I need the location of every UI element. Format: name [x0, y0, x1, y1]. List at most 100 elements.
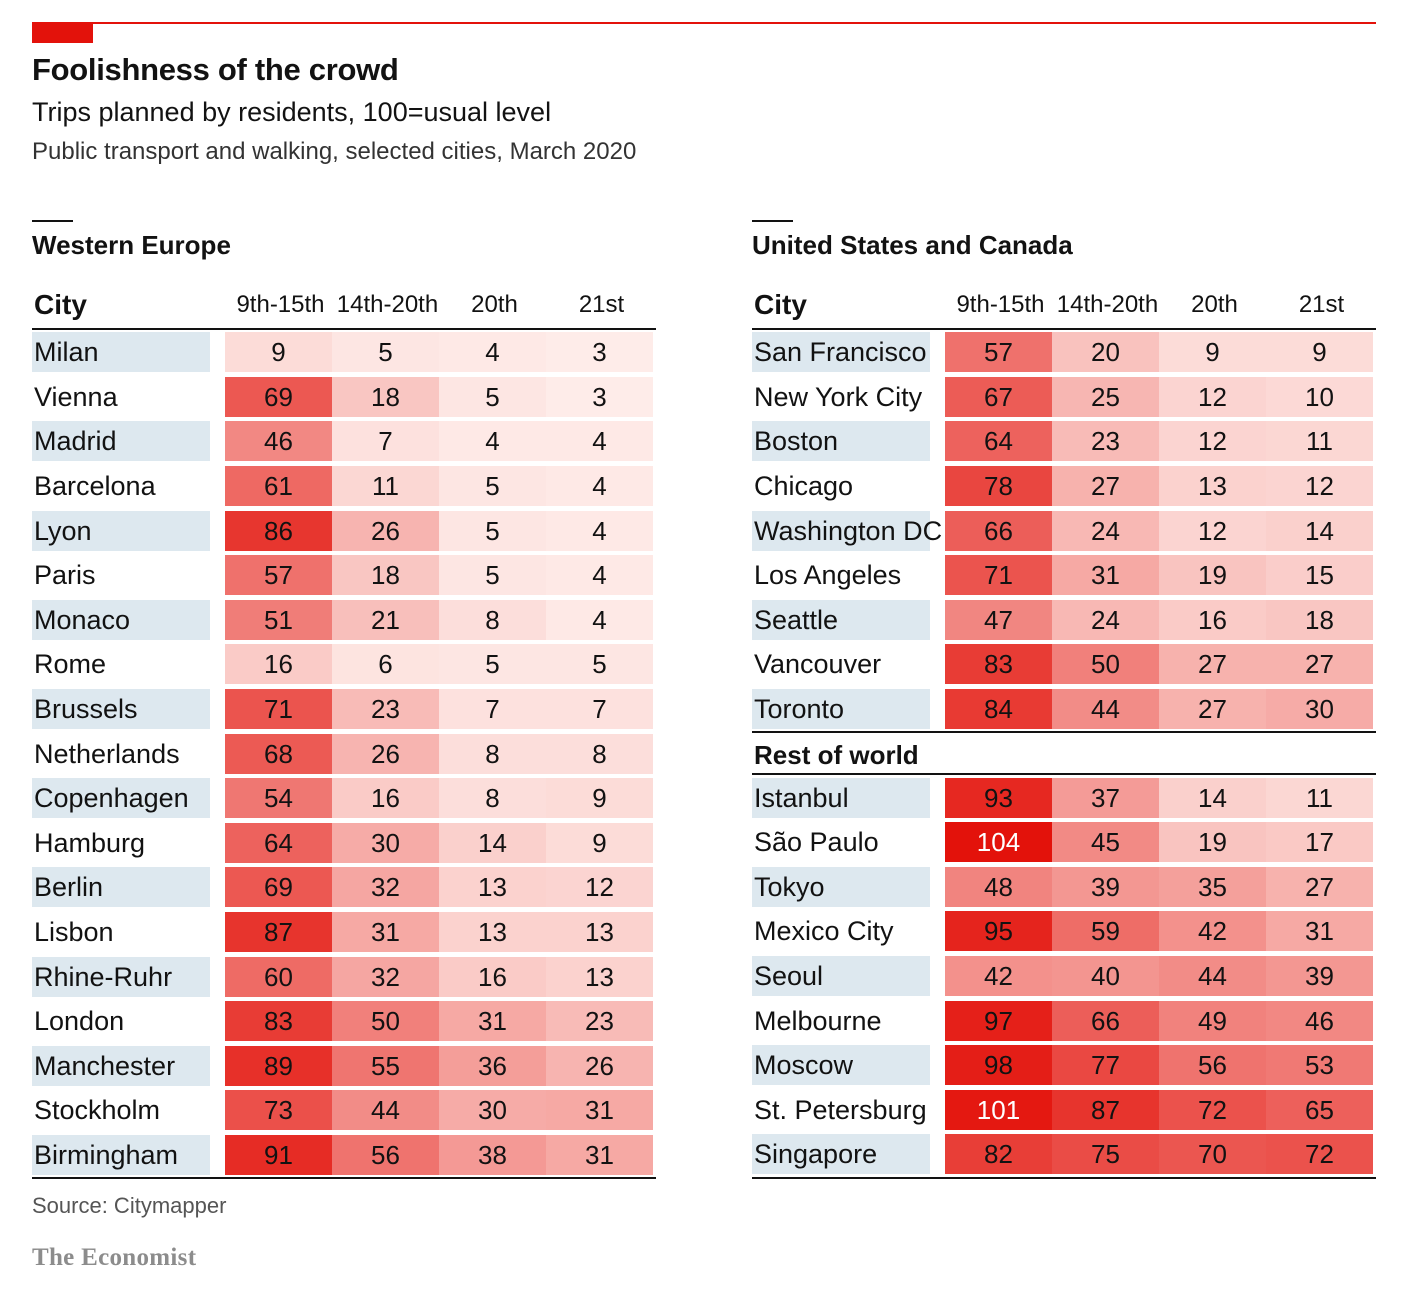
value-cell-los-angeles-4: 15	[1266, 555, 1373, 596]
table-row: Netherlands 68 26 8 8	[32, 731, 656, 776]
table-row: Moscow 98 77 56 53	[752, 1043, 1376, 1088]
value-cell-paris-3: 5	[439, 555, 546, 596]
table-row: Chicago 78 27 13 12	[752, 464, 1376, 509]
value-cell-vancouver-3: 27	[1159, 644, 1266, 685]
value-cell-milan-4: 3	[546, 332, 653, 373]
value-cell-rome-1: 16	[225, 644, 332, 685]
value-cell-washington-dc-2: 24	[1052, 510, 1159, 551]
table-row: St. Petersburg 101 87 72 65	[752, 1088, 1376, 1133]
table-row: Seoul 42 40 44 39	[752, 954, 1376, 999]
value-cell-copenhagen-4: 9	[546, 778, 653, 819]
value-cell-lyon-2: 26	[332, 510, 439, 551]
table-row: Barcelona 61 11 5 4	[32, 464, 656, 509]
city-label-toronto: Toronto	[752, 689, 930, 730]
value-cell-melbourne-3: 49	[1159, 1000, 1266, 1041]
value-cell-rhine-ruhr-3: 16	[439, 956, 546, 997]
value-cell-washington-dc-4: 14	[1266, 510, 1373, 551]
value-cell-melbourne-1: 97	[945, 1000, 1052, 1041]
value-cell-brussels-4: 7	[546, 689, 653, 730]
header-period-4: 21st	[1298, 291, 1345, 318]
value-cell-st-petersburg-1: 101	[945, 1089, 1052, 1130]
value-cell-hamburg-3: 14	[439, 822, 546, 863]
value-cell-barcelona-1: 61	[225, 466, 332, 507]
value-cell-san-francisco-1: 57	[945, 332, 1052, 373]
value-cell-milan-1: 9	[225, 332, 332, 373]
header-period-3: 20th	[1191, 291, 1238, 318]
city-label-moscow: Moscow	[752, 1045, 930, 1086]
value-cell-madrid-2: 7	[332, 421, 439, 462]
value-cell-mexico-city-4: 31	[1266, 911, 1373, 952]
table-row: Vancouver 83 50 27 27	[752, 642, 1376, 687]
value-cell-stockholm-2: 44	[332, 1090, 439, 1131]
top-rule	[32, 22, 1376, 24]
city-label-rome: Rome	[34, 649, 107, 680]
value-cell-singapore-2: 75	[1052, 1134, 1159, 1175]
value-cell-los-angeles-2: 31	[1052, 555, 1159, 596]
table-row: Berlin 69 32 13 12	[32, 865, 656, 910]
city-label-san-francisco: San Francisco	[752, 332, 930, 373]
value-cell-washington-dc-3: 12	[1159, 510, 1266, 551]
table-row: San Francisco 57 20 9 9	[752, 330, 1376, 375]
value-cell-san-francisco-4: 9	[1266, 332, 1373, 373]
panel-western-europe: Western Europe City 9th-15th 14th-20th 2…	[32, 220, 656, 1180]
value-cell-stockholm-4: 31	[546, 1090, 653, 1131]
city-label-los-angeles: Los Angeles	[754, 560, 902, 591]
table-body-western-europe: Milan 9 5 4 3 Vienna 69 18 5 3 Madrid 46 7 4 4 Barcelon…	[32, 330, 656, 1177]
value-cell-tokyo-3: 35	[1159, 866, 1266, 907]
table-row: Hamburg 64 30 14 9	[32, 821, 656, 866]
value-cell-san-francisco-3: 9	[1159, 332, 1266, 373]
brand-red-tag	[32, 22, 93, 43]
table-row: Lyon 86 26 5 4	[32, 508, 656, 553]
value-cell-seoul-3: 44	[1159, 956, 1266, 997]
value-cell-manchester-2: 55	[332, 1045, 439, 1086]
value-cell-toronto-4: 30	[1266, 689, 1373, 730]
city-label-paris: Paris	[34, 560, 96, 591]
city-label-brussels: Brussels	[32, 689, 210, 730]
table-row: Rome 16 6 5 5	[32, 642, 656, 687]
value-cell-vancouver-2: 50	[1052, 644, 1159, 685]
value-cell-manchester-1: 89	[225, 1045, 332, 1086]
city-label-vancouver: Vancouver	[754, 649, 882, 680]
table-row: Lisbon 87 31 13 13	[32, 910, 656, 955]
value-cell-hamburg-2: 30	[332, 822, 439, 863]
value-cell-seattle-3: 16	[1159, 599, 1266, 640]
city-label-istanbul: Istanbul	[752, 777, 930, 818]
value-cell-vienna-4: 3	[546, 376, 653, 417]
value-cell-hamburg-4: 9	[546, 822, 653, 863]
value-cell-seoul-2: 40	[1052, 956, 1159, 997]
value-cell-mexico-city-2: 59	[1052, 911, 1159, 952]
source-note: Source: Citymapper	[32, 1193, 227, 1218]
header-period-1: 9th-15th	[956, 291, 1045, 318]
header-city: City	[34, 289, 87, 320]
value-cell-monaco-4: 4	[546, 599, 653, 640]
city-label-st-petersburg: St. Petersburg	[754, 1094, 927, 1125]
value-cell-monaco-2: 21	[332, 599, 439, 640]
city-label-milan: Milan	[32, 332, 210, 373]
table-row: Seattle 47 24 16 18	[752, 598, 1376, 643]
value-cell-vancouver-1: 83	[945, 644, 1052, 685]
table-row: Brussels 71 23 7 7	[32, 687, 656, 732]
value-cell-boston-1: 64	[945, 421, 1052, 462]
value-cell-netherlands-2: 26	[332, 733, 439, 774]
value-cell-copenhagen-1: 54	[225, 778, 332, 819]
value-cell-los-angeles-3: 19	[1159, 555, 1266, 596]
city-label-melbourne: Melbourne	[754, 1005, 882, 1036]
chart-subtitle-detail: Public transport and walking, selected c…	[32, 138, 637, 165]
value-cell-lisbon-2: 31	[332, 912, 439, 953]
table-row: Monaco 51 21 8 4	[32, 598, 656, 643]
table-row: Rhine-Ruhr 60 32 16 13	[32, 954, 656, 999]
panel-title-united-states-canada: United States and Canada	[752, 230, 1073, 260]
table-row: Copenhagen 54 16 8 9	[32, 776, 656, 821]
table-row: London 83 50 31 23	[32, 999, 656, 1044]
city-label-vienna: Vienna	[34, 381, 118, 412]
value-cell-moscow-4: 53	[1266, 1045, 1373, 1086]
value-cell-lyon-4: 4	[546, 510, 653, 551]
value-cell-melbourne-2: 66	[1052, 1000, 1159, 1041]
table-row: Stockholm 73 44 30 31	[32, 1088, 656, 1133]
table-body-rest-of-world: Istanbul 93 37 14 11 São Paulo 104 45 19 17 Tokyo 4…	[752, 775, 1376, 1176]
value-cell-istanbul-3: 14	[1159, 777, 1266, 818]
city-label-seattle: Seattle	[752, 599, 930, 640]
value-cell-boston-4: 11	[1266, 421, 1373, 462]
value-cell-paris-4: 4	[546, 555, 653, 596]
value-cell-singapore-3: 70	[1159, 1134, 1266, 1175]
